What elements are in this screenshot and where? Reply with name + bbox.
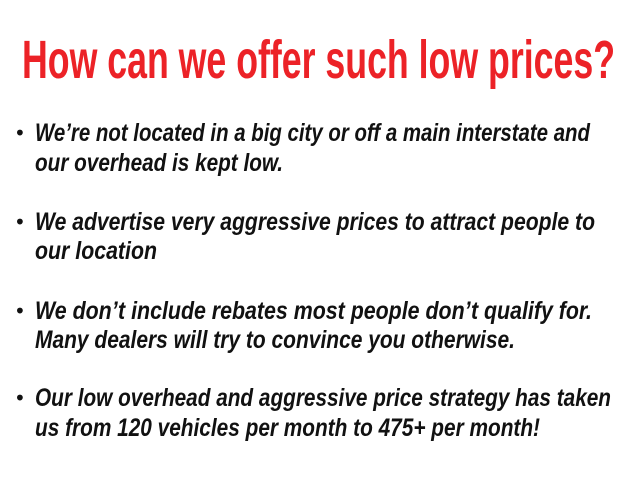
slide-title: How can we offer such low prices?	[22, 30, 615, 90]
bullet-icon: •	[14, 210, 26, 234]
bullet-icon: •	[14, 299, 26, 323]
bullet-text-line: We don’t include rebates most people don…	[35, 297, 592, 325]
bullet-text-line: We’re not located in a big city or off a…	[35, 119, 591, 147]
bullet-text-line: our location	[35, 237, 157, 265]
bullet-text-line: Many dealers will try to convince you ot…	[35, 326, 515, 354]
bullet-text-line: our overhead is kept low.	[35, 149, 283, 177]
bullet-item: • We’re not located in a big city or off…	[14, 119, 591, 177]
bullet-icon: •	[14, 121, 26, 145]
bullet-item: • We don’t include rebates most people d…	[14, 297, 592, 354]
bullet-text-line: Our low overhead and aggressive price st…	[35, 384, 611, 412]
bullet-item: • Our low overhead and aggressive price …	[14, 384, 611, 442]
bullet-text-line: us from 120 vehicles per month to 475+ p…	[35, 414, 540, 442]
bullet-text-line: We advertise very aggressive prices to a…	[35, 208, 595, 236]
bullet-icon: •	[14, 386, 26, 410]
bullet-item: • We advertise very aggressive prices to…	[14, 208, 595, 265]
